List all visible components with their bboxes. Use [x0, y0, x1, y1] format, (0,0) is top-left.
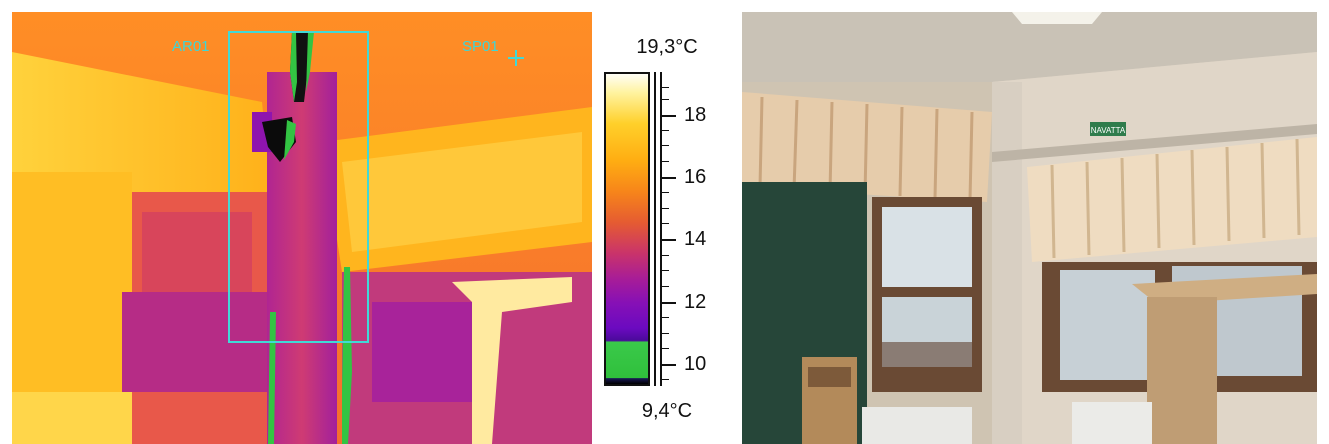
spot-crosshair-icon [508, 50, 524, 66]
temperature-scale: 19,3°C 18 16 14 12 10 9,4°C [592, 12, 742, 444]
tick-label-14: 14 [684, 228, 707, 250]
area-label: AR01 [172, 38, 210, 55]
tick-label-18: 18 [684, 104, 707, 126]
scale-axis [654, 72, 662, 386]
classroom-scene: NAVATTA [742, 12, 1317, 444]
visible-photo: NAVATTA [742, 12, 1317, 444]
thermal-image: AR01 SP01 [12, 12, 592, 444]
scale-ticks: 18 16 14 12 10 [662, 12, 742, 444]
area-measurement-box [228, 31, 369, 343]
exit-sign: NAVATTA [1091, 126, 1126, 135]
tick-label-16: 16 [684, 166, 707, 188]
scale-max-label: 19,3°C [636, 36, 698, 58]
spot-label: SP01 [462, 38, 499, 55]
thermal-scene [12, 12, 592, 444]
tick-label-12: 12 [684, 291, 707, 313]
scale-min-label: 9,4°C [641, 400, 693, 422]
color-bar [604, 72, 650, 386]
tick-label-10: 10 [684, 353, 707, 375]
